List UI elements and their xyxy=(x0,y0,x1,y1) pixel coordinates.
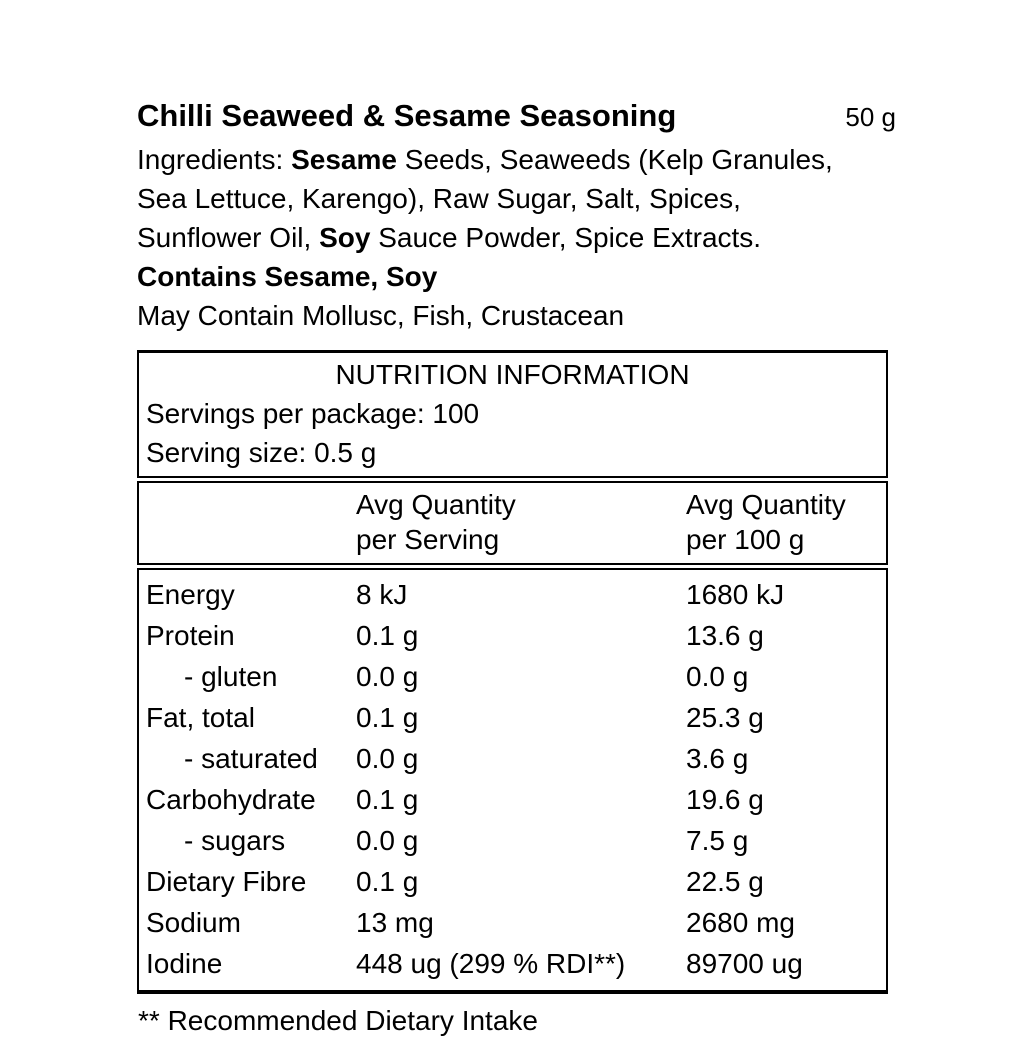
product-title: Chilli Seaweed & Sesame Seasoning xyxy=(137,98,677,133)
nutrient-row: Carbohydrate 0.1 g 19.6 g xyxy=(139,779,886,820)
ingredients-block: Ingredients: Sesame Seeds, Seaweeds (Kel… xyxy=(137,140,888,335)
header-per-100g-line2: per 100 g xyxy=(686,524,805,555)
servings-per-package: Servings per package: 100 xyxy=(146,398,480,429)
nutrient-name: Carbohydrate xyxy=(146,784,316,815)
value-per-100g: 89700 ug xyxy=(686,948,803,979)
header-per-serving-line2: per Serving xyxy=(356,524,500,555)
nutrient-name: Protein xyxy=(146,620,235,651)
value-per-100g: 7.5 g xyxy=(686,825,749,856)
nutrient-row: - sugars 0.0 g 7.5 g xyxy=(139,820,886,861)
value-per-serving: 448 ug (299 % RDI**) xyxy=(356,948,626,979)
value-per-serving: 0.0 g xyxy=(356,825,419,856)
nutrition-table-title: NUTRITION INFORMATION xyxy=(335,359,690,390)
title-row: Chilli Seaweed & Sesame Seasoning 50 g xyxy=(137,98,896,134)
ingredient-text: Seeds, Seaweeds (Kelp Granules, xyxy=(396,144,833,175)
nutrient-name: - sugars xyxy=(184,825,286,856)
ingredient-text: May Contain Mollusc, Fish, Crustacean xyxy=(137,300,625,331)
ingredient-text-bold: Soy xyxy=(319,222,371,253)
serving-size: Serving size: 0.5 g xyxy=(146,437,377,468)
ingredient-text-bold: Sesame xyxy=(291,144,397,175)
header-per-serving-line1: Avg Quantity xyxy=(356,489,516,520)
nutrition-table-header: Avg Quantity per Serving Avg Quantity pe… xyxy=(137,481,888,565)
nutrient-row: Dietary Fibre 0.1 g 22.5 g xyxy=(139,861,886,902)
value-per-serving: 0.1 g xyxy=(356,784,419,815)
header-row: Avg Quantity per Serving Avg Quantity pe… xyxy=(139,487,886,557)
ingredients-line: Ingredients: Sesame Seeds, Seaweeds (Kel… xyxy=(137,140,888,179)
nutrient-name: Sodium xyxy=(146,907,241,938)
ingredients-line: Sea Lettuce, Karengo), Raw Sugar, Salt, … xyxy=(137,179,888,218)
value-per-100g: 22.5 g xyxy=(686,866,764,897)
header-per-100g-column: Avg Quantity per 100 g xyxy=(686,487,883,557)
nutrient-row: - gluten 0.0 g 0.0 g xyxy=(139,656,886,697)
value-per-100g: 2680 mg xyxy=(686,907,795,938)
value-per-100g: 3.6 g xyxy=(686,743,749,774)
nutrition-table: NUTRITION INFORMATION Servings per packa… xyxy=(137,350,888,994)
nutrient-row: Energy 8 kJ 1680 kJ xyxy=(139,574,886,615)
nutrition-rows: Energy 8 kJ 1680 kJ Protein 0.1 g 13.6 g - glu… xyxy=(137,568,888,994)
nutrient-row: Iodine 448 ug (299 % RDI**) 89700 ug xyxy=(139,943,886,984)
value-per-100g: 19.6 g xyxy=(686,784,764,815)
ingredient-text: Sunflower Oil, xyxy=(137,222,320,253)
label-content: Chilli Seaweed & Sesame Seasoning 50 g I… xyxy=(137,98,896,1037)
nutrient-name: Iodine xyxy=(146,948,223,979)
header-per-serving-column: Avg Quantity per Serving xyxy=(356,487,686,557)
nutrient-row: - saturated 0.0 g 3.6 g xyxy=(139,738,886,779)
rdi-footnote: ** Recommended Dietary Intake xyxy=(138,1005,538,1036)
header-per-100g-line1: Avg Quantity xyxy=(686,489,846,520)
value-per-100g: 13.6 g xyxy=(686,620,764,651)
nutrient-name: - saturated xyxy=(184,743,318,774)
nutrient-row: Fat, total 0.1 g 25.3 g xyxy=(139,697,886,738)
value-per-100g: 25.3 g xyxy=(686,702,764,733)
value-per-100g: 0.0 g xyxy=(686,661,749,692)
nutrient-name: Fat, total xyxy=(146,702,255,733)
allergen-may-contain: May Contain Mollusc, Fish, Crustacean xyxy=(137,296,888,335)
ingredient-text: Sauce Powder, Spice Extracts. xyxy=(370,222,762,253)
ingredient-text: Ingredients: xyxy=(137,144,292,175)
nutrient-name: Energy xyxy=(146,579,235,610)
value-per-serving: 13 mg xyxy=(356,907,434,938)
ingredient-text: Sea Lettuce, Karengo), Raw Sugar, Salt, … xyxy=(137,183,741,214)
nutrient-name: Dietary Fibre xyxy=(146,866,307,897)
net-weight: 50 g xyxy=(845,102,896,132)
value-per-serving: 0.1 g xyxy=(356,620,419,651)
header-nutrient-column xyxy=(139,487,356,557)
value-per-serving: 0.1 g xyxy=(356,866,419,897)
nutrient-row: Protein 0.1 g 13.6 g xyxy=(139,615,886,656)
ingredients-line: Sunflower Oil, Soy Sauce Powder, Spice E… xyxy=(137,218,888,257)
value-per-serving: 0.0 g xyxy=(356,661,419,692)
value-per-serving: 0.1 g xyxy=(356,702,419,733)
nutrient-name: - gluten xyxy=(184,661,278,692)
value-per-serving: 0.0 g xyxy=(356,743,419,774)
nutrient-row: Sodium 13 mg 2680 mg xyxy=(139,902,886,943)
value-per-serving: 8 kJ xyxy=(356,579,408,610)
value-per-100g: 1680 kJ xyxy=(686,579,785,610)
ingredient-text-bold: Contains Sesame, Soy xyxy=(137,261,438,292)
nutrition-table-intro: NUTRITION INFORMATION Servings per packa… xyxy=(137,350,888,478)
allergen-contains: Contains Sesame, Soy xyxy=(137,257,888,296)
